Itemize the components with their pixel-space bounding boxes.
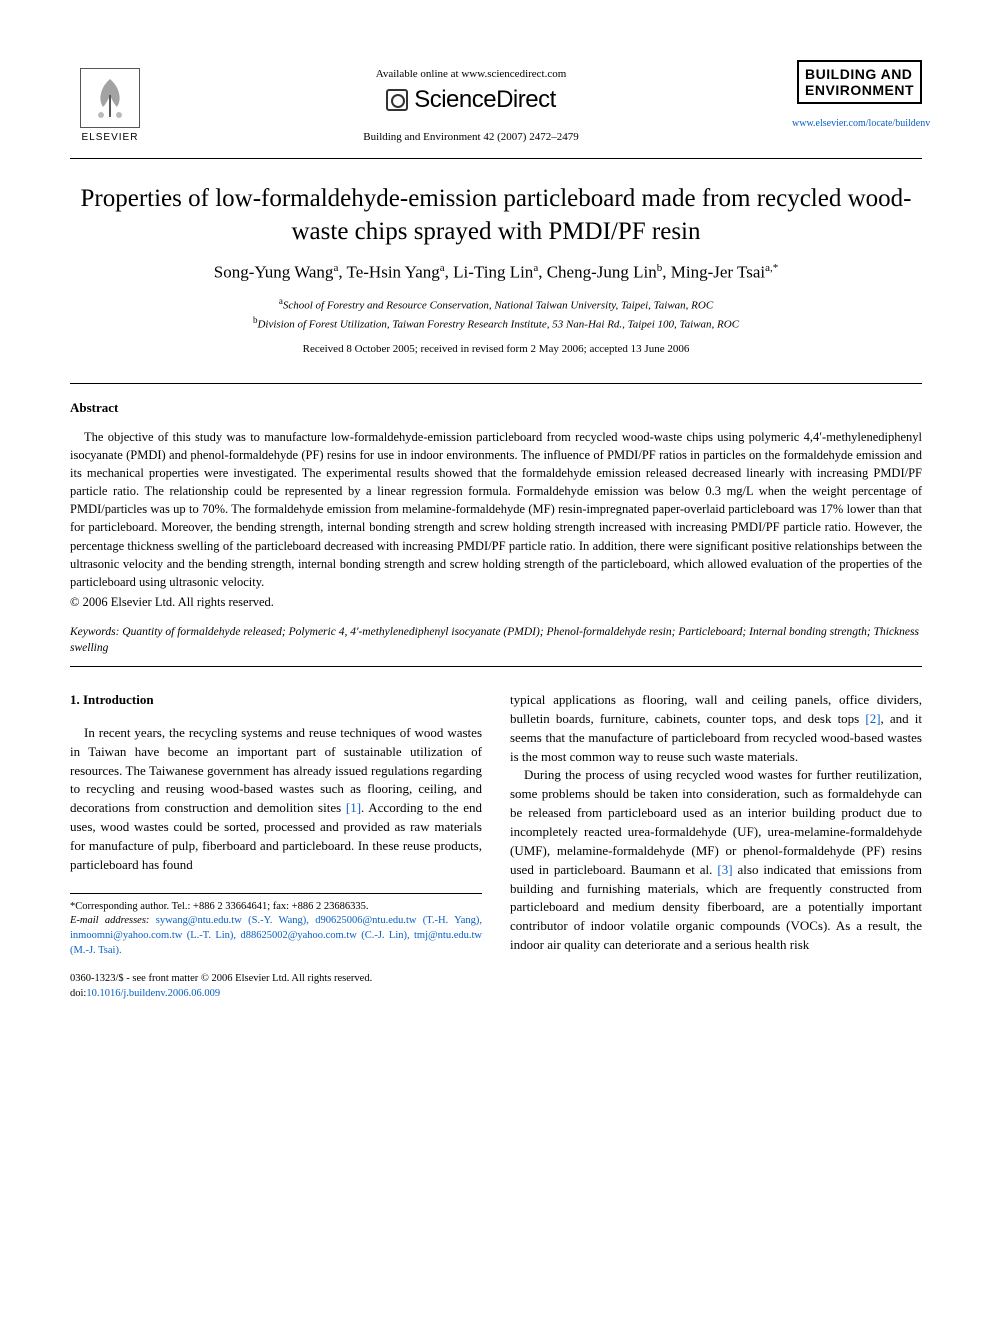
journal-reference: Building and Environment 42 (2007) 2472–… (150, 131, 792, 143)
sciencedirect-logo: ScienceDirect (386, 86, 556, 114)
journal-logo-line2: ENVIRONMENT (805, 82, 914, 98)
available-online-text: Available online at www.sciencedirect.co… (150, 68, 792, 80)
affiliation-b: Division of Forest Utilization, Taiwan F… (257, 318, 739, 330)
doi-link[interactable]: 10.1016/j.buildenv.2006.06.009 (86, 988, 220, 999)
page: ELSEVIER Available online at www.science… (0, 0, 992, 1042)
body-columns: 1. Introduction In recent years, the rec… (70, 691, 922, 1002)
header-divider (70, 158, 922, 159)
sciencedirect-text: ScienceDirect (414, 86, 556, 114)
keywords-text: Quantity of formaldehyde released; Polym… (70, 626, 919, 654)
footnotes: *Corresponding author. Tel.: +886 2 3366… (70, 893, 482, 959)
keywords-bottom-divider (70, 666, 922, 667)
article-title: Properties of low-formaldehyde-emission … (70, 183, 922, 248)
column-right: typical applications as flooring, wall a… (510, 691, 922, 1002)
journal-logo-box: BUILDING AND ENVIRONMENT (797, 60, 922, 104)
keywords-label: Keywords: (70, 626, 119, 638)
affiliations: aSchool of Forestry and Resource Conserv… (70, 295, 922, 333)
abstract-heading: Abstract (70, 400, 922, 416)
intro-col1-p1: In recent years, the recycling systems a… (70, 724, 482, 875)
center-header: Available online at www.sciencedirect.co… (150, 60, 792, 143)
column-left: 1. Introduction In recent years, the rec… (70, 691, 482, 1002)
header-row: ELSEVIER Available online at www.science… (70, 60, 922, 150)
keywords: Keywords: Quantity of formaldehyde relea… (70, 624, 922, 656)
article-dates: Received 8 October 2005; received in rev… (70, 343, 922, 355)
email-addresses: E-mail addresses: sywang@ntu.edu.tw (S.-… (70, 914, 482, 958)
journal-link[interactable]: www.elsevier.com/locate/buildenv (792, 118, 922, 129)
intro-col2-p1: typical applications as flooring, wall a… (510, 691, 922, 766)
footer-block: 0360-1323/$ - see front matter © 2006 El… (70, 972, 482, 1001)
intro-heading: 1. Introduction (70, 691, 482, 710)
journal-logo-line1: BUILDING AND (805, 66, 914, 82)
elsevier-label: ELSEVIER (82, 132, 139, 143)
affiliation-a: School of Forestry and Resource Conserva… (283, 299, 713, 311)
abstract-text: The objective of this study was to manuf… (70, 428, 922, 591)
email-label: E-mail addresses: (70, 915, 149, 926)
authors: Song-Yung Wanga, Te-Hsin Yanga, Li-Ting … (70, 262, 922, 283)
front-matter: 0360-1323/$ - see front matter © 2006 El… (70, 972, 482, 987)
corresponding-author: *Corresponding author. Tel.: +886 2 3366… (70, 900, 482, 915)
abstract-top-divider (70, 383, 922, 384)
copyright-line: © 2006 Elsevier Ltd. All rights reserved… (70, 595, 922, 610)
journal-logo-block: BUILDING AND ENVIRONMENT www.elsevier.co… (792, 60, 922, 129)
intro-col2-p2: During the process of using recycled woo… (510, 766, 922, 954)
elsevier-logo: ELSEVIER (70, 60, 150, 150)
sciencedirect-icon (386, 89, 408, 111)
abstract-paragraph: The objective of this study was to manuf… (70, 428, 922, 591)
elsevier-tree-icon (80, 68, 140, 128)
doi-label: doi: (70, 988, 86, 999)
